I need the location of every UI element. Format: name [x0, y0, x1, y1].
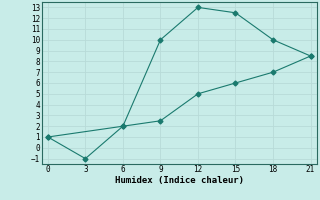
X-axis label: Humidex (Indice chaleur): Humidex (Indice chaleur) — [115, 176, 244, 185]
